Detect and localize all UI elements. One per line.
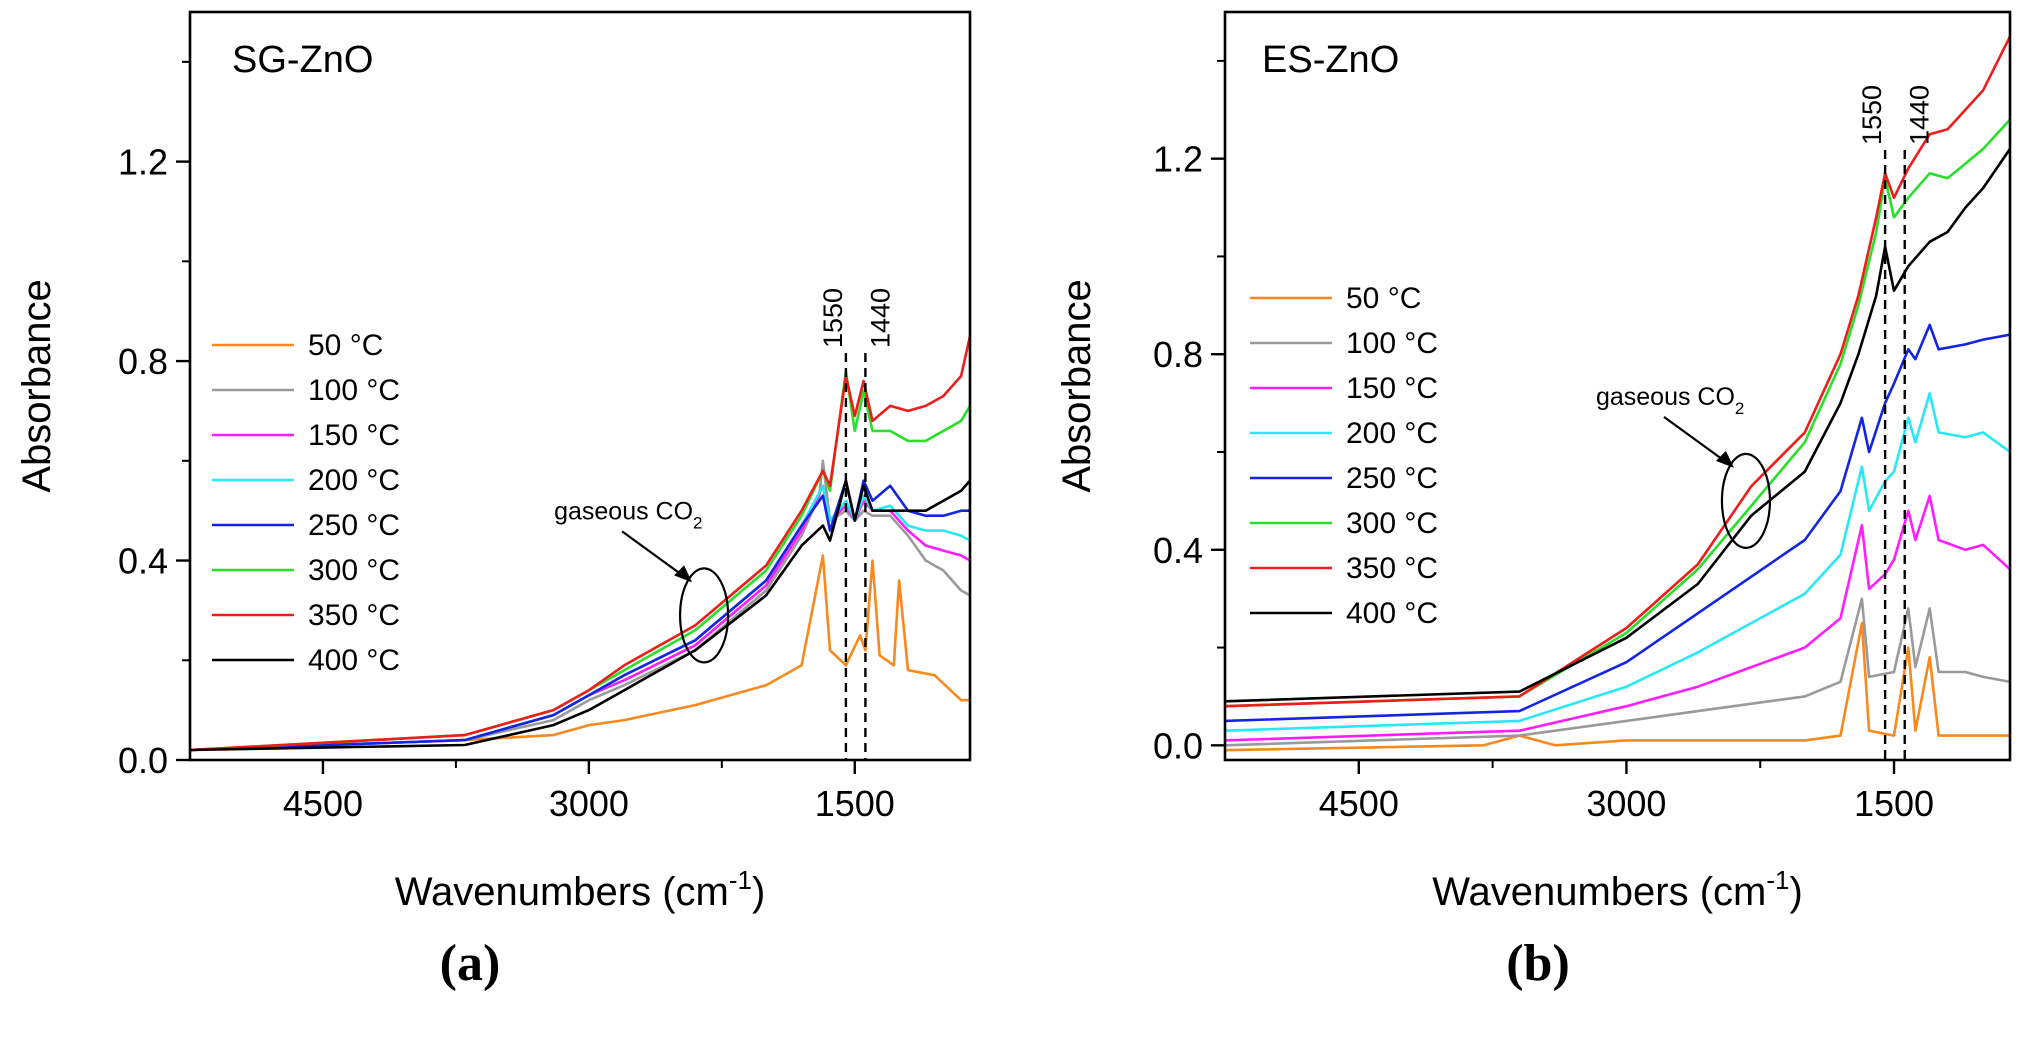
- legend-label: 150 °C: [308, 419, 400, 452]
- annotation-subscript: 2: [1735, 399, 1744, 418]
- legend-label: 50 °C: [308, 329, 383, 362]
- legend-label: 150 °C: [1346, 372, 1438, 405]
- series-line-400c: [190, 479, 970, 752]
- legend: 50 °C 100 °C 150 °C 200 °C 250 °C 300 °C 350 °…: [212, 329, 400, 677]
- legend-label: 50 °C: [1346, 282, 1421, 315]
- annotation-subscript: 2: [693, 513, 702, 532]
- x-tick-label: 3000: [549, 783, 629, 824]
- x-axis-label-sup: -1: [729, 865, 752, 895]
- legend-label: 200 °C: [1346, 417, 1438, 450]
- series-line-300c: [190, 369, 970, 752]
- y-tick-label: 0.0: [1153, 725, 1203, 766]
- series-group: [190, 335, 970, 752]
- legend-label: 400 °C: [1346, 597, 1438, 630]
- x-axis-label-end: ): [1789, 870, 1802, 914]
- x-tick-label: 3000: [1586, 783, 1666, 824]
- legend: 50 °C 100 °C 150 °C 200 °C 250 °C 300 °C 350 °…: [1250, 282, 1438, 630]
- y-tick-label: 0.4: [118, 541, 168, 582]
- series-line-350c: [1225, 35, 2010, 708]
- series-line-150c: [1225, 494, 2010, 742]
- annotation-arrow-line: [1663, 415, 1731, 466]
- x-axis-label-main: Wavenumbers (cm: [1432, 870, 1766, 914]
- plot-frame: [188, 10, 972, 762]
- series-line-400c: [1225, 148, 2010, 703]
- annotation-arrowhead: [1715, 450, 1734, 468]
- reference-label-1440: 1440: [1905, 85, 1935, 145]
- annotation-ellipse: [678, 567, 730, 664]
- legend-label: 200 °C: [308, 464, 400, 497]
- annotation-text: gaseous CO2: [554, 497, 702, 532]
- x-axis-label-main: Wavenumbers (cm: [395, 870, 729, 914]
- legend-label: 250 °C: [308, 509, 400, 542]
- legend-label: 300 °C: [308, 554, 400, 587]
- legend-label: 400 °C: [308, 644, 400, 677]
- series-line-300c: [1225, 118, 2010, 708]
- y-tick-label: 0.0: [118, 740, 168, 781]
- annotation-text: gaseous CO2: [1596, 383, 1744, 418]
- series-line-50c: [190, 554, 970, 752]
- panel-a: 1550 1440 gaseous CO2 4500 3000 1500 0.0 0.4 0.8…: [15, 10, 972, 992]
- x-axis-label: Wavenumbers (cm-1): [1432, 865, 1803, 914]
- annotation-main: gaseous CO: [554, 497, 693, 525]
- y-tick-label: 0.8: [1153, 334, 1203, 375]
- panel-title: SG-ZnO: [232, 39, 373, 81]
- series-line-250c: [1225, 323, 2010, 723]
- panel-b: 1550 1440 gaseous CO2 4500 3000 1500 0.0 0.4 0.8…: [1055, 10, 2012, 992]
- reference-label-1550: 1550: [1857, 85, 1887, 145]
- legend-label: 300 °C: [1346, 507, 1438, 540]
- legend-label: 250 °C: [1346, 462, 1438, 495]
- x-tick-label: 1500: [815, 783, 895, 824]
- legend-label: 350 °C: [308, 599, 400, 632]
- plot-frame: [1223, 10, 2012, 762]
- series-line-350c: [190, 335, 970, 752]
- annotation-ellipse: [1720, 452, 1772, 549]
- y-axis-label: Absorbance: [1055, 279, 1099, 492]
- y-tick-label: 1.2: [118, 142, 168, 183]
- y-tick-label: 1.2: [1153, 139, 1203, 180]
- annotation-arrowhead: [674, 565, 693, 583]
- x-tick-label: 4500: [283, 783, 363, 824]
- panel-label: (b): [1506, 935, 1570, 992]
- x-tick-label: 1500: [1854, 783, 1934, 824]
- series-line-50c: [1225, 621, 2010, 752]
- panel-title: ES-ZnO: [1262, 39, 1399, 81]
- reference-label-1440: 1440: [865, 288, 895, 348]
- y-axis-label: Absorbance: [15, 279, 59, 492]
- series-line-100c: [1225, 597, 2010, 747]
- panel-label: (a): [440, 935, 501, 992]
- x-axis-label: Wavenumbers (cm-1): [395, 865, 766, 914]
- x-axis-label-end: ): [752, 870, 765, 914]
- x-tick-label: 4500: [1319, 783, 1399, 824]
- reference-label-1550: 1550: [818, 288, 848, 348]
- legend-label: 350 °C: [1346, 552, 1438, 585]
- annotation-arrow-line: [621, 530, 689, 581]
- y-tick-label: 0.4: [1153, 530, 1203, 571]
- legend-label: 100 °C: [1346, 327, 1438, 360]
- y-tick-label: 0.8: [118, 341, 168, 382]
- x-axis-label-sup: -1: [1766, 865, 1789, 895]
- legend-label: 100 °C: [308, 374, 400, 407]
- annotation-main: gaseous CO: [1596, 383, 1735, 411]
